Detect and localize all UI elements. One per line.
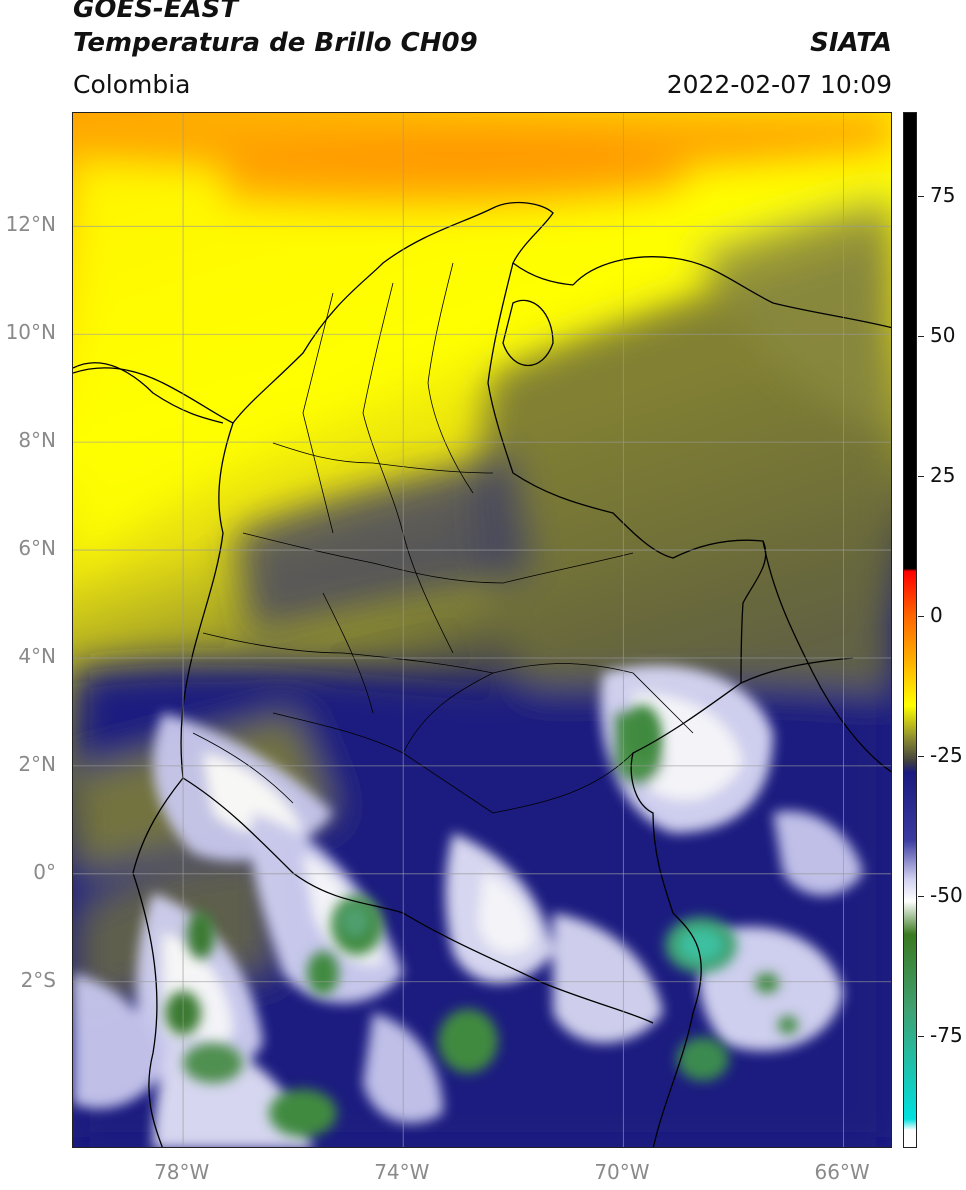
colorbar-tick: [918, 756, 924, 757]
colorbar-tick-label: -75: [930, 1023, 963, 1047]
colorbar-tick: [918, 616, 924, 617]
lon-tick-label: 78°W: [154, 1160, 210, 1184]
colorbar-tick-label: -25: [930, 743, 963, 767]
colorbar-tick: [918, 896, 924, 897]
lat-tick-label: 10°N: [5, 320, 56, 345]
lon-tick-label: 66°W: [814, 1160, 870, 1184]
colorbar-tick: [918, 336, 924, 337]
colorbar-tick-label: 0: [930, 603, 943, 627]
lon-tick-label: 74°W: [374, 1160, 430, 1184]
colombia-pacific-coast: [132, 422, 234, 874]
agency-label: SIATA: [810, 28, 892, 58]
map-panel[interactable]: [72, 112, 892, 1148]
brightness-temperature-map[interactable]: [73, 113, 892, 1148]
lat-tick-label: 6°N: [18, 536, 56, 561]
colombia-brazil-border: [630, 682, 742, 1147]
colorbar-tick-label: -50: [930, 883, 963, 907]
lon-tick-label: 70°W: [594, 1160, 650, 1184]
venezuela-north-coast: [572, 256, 891, 329]
lat-tick-label: 0°: [33, 859, 56, 884]
lat-tick-label: 8°N: [18, 428, 56, 453]
lake-maracaibo: [502, 299, 554, 367]
satellite-title: GOES-EAST: [73, 0, 239, 24]
lat-tick-label: 12°N: [5, 212, 56, 237]
graticule: [73, 113, 891, 1147]
venezuela-brazil-border: [762, 540, 891, 773]
product-title: Temperatura de Brillo CH09: [73, 28, 478, 58]
colorbar-tick: [918, 476, 924, 477]
colorbar-tick-label: 75: [930, 183, 956, 207]
colombia-venezuela-border: [487, 262, 854, 685]
cloud-field: [73, 113, 891, 1147]
colorbar: [903, 112, 917, 1148]
lat-tick-label: 4°N: [18, 643, 56, 668]
colorbar-tick: [918, 196, 924, 197]
lat-tick-label: 2°N: [18, 751, 56, 776]
colorbar-tick: [918, 1036, 924, 1037]
colorbar-tick-label: 25: [930, 463, 956, 487]
panama-coast: [73, 362, 224, 424]
lat-tick-label: 2°S: [20, 967, 56, 992]
colorbar-tick-label: 50: [930, 323, 956, 347]
colombia-caribbean-coast: [73, 201, 574, 424]
datetime-label: 2022-02-07 10:09: [666, 70, 892, 99]
ecuador-peru-border: [132, 872, 163, 1147]
region-label: Colombia: [73, 70, 191, 99]
